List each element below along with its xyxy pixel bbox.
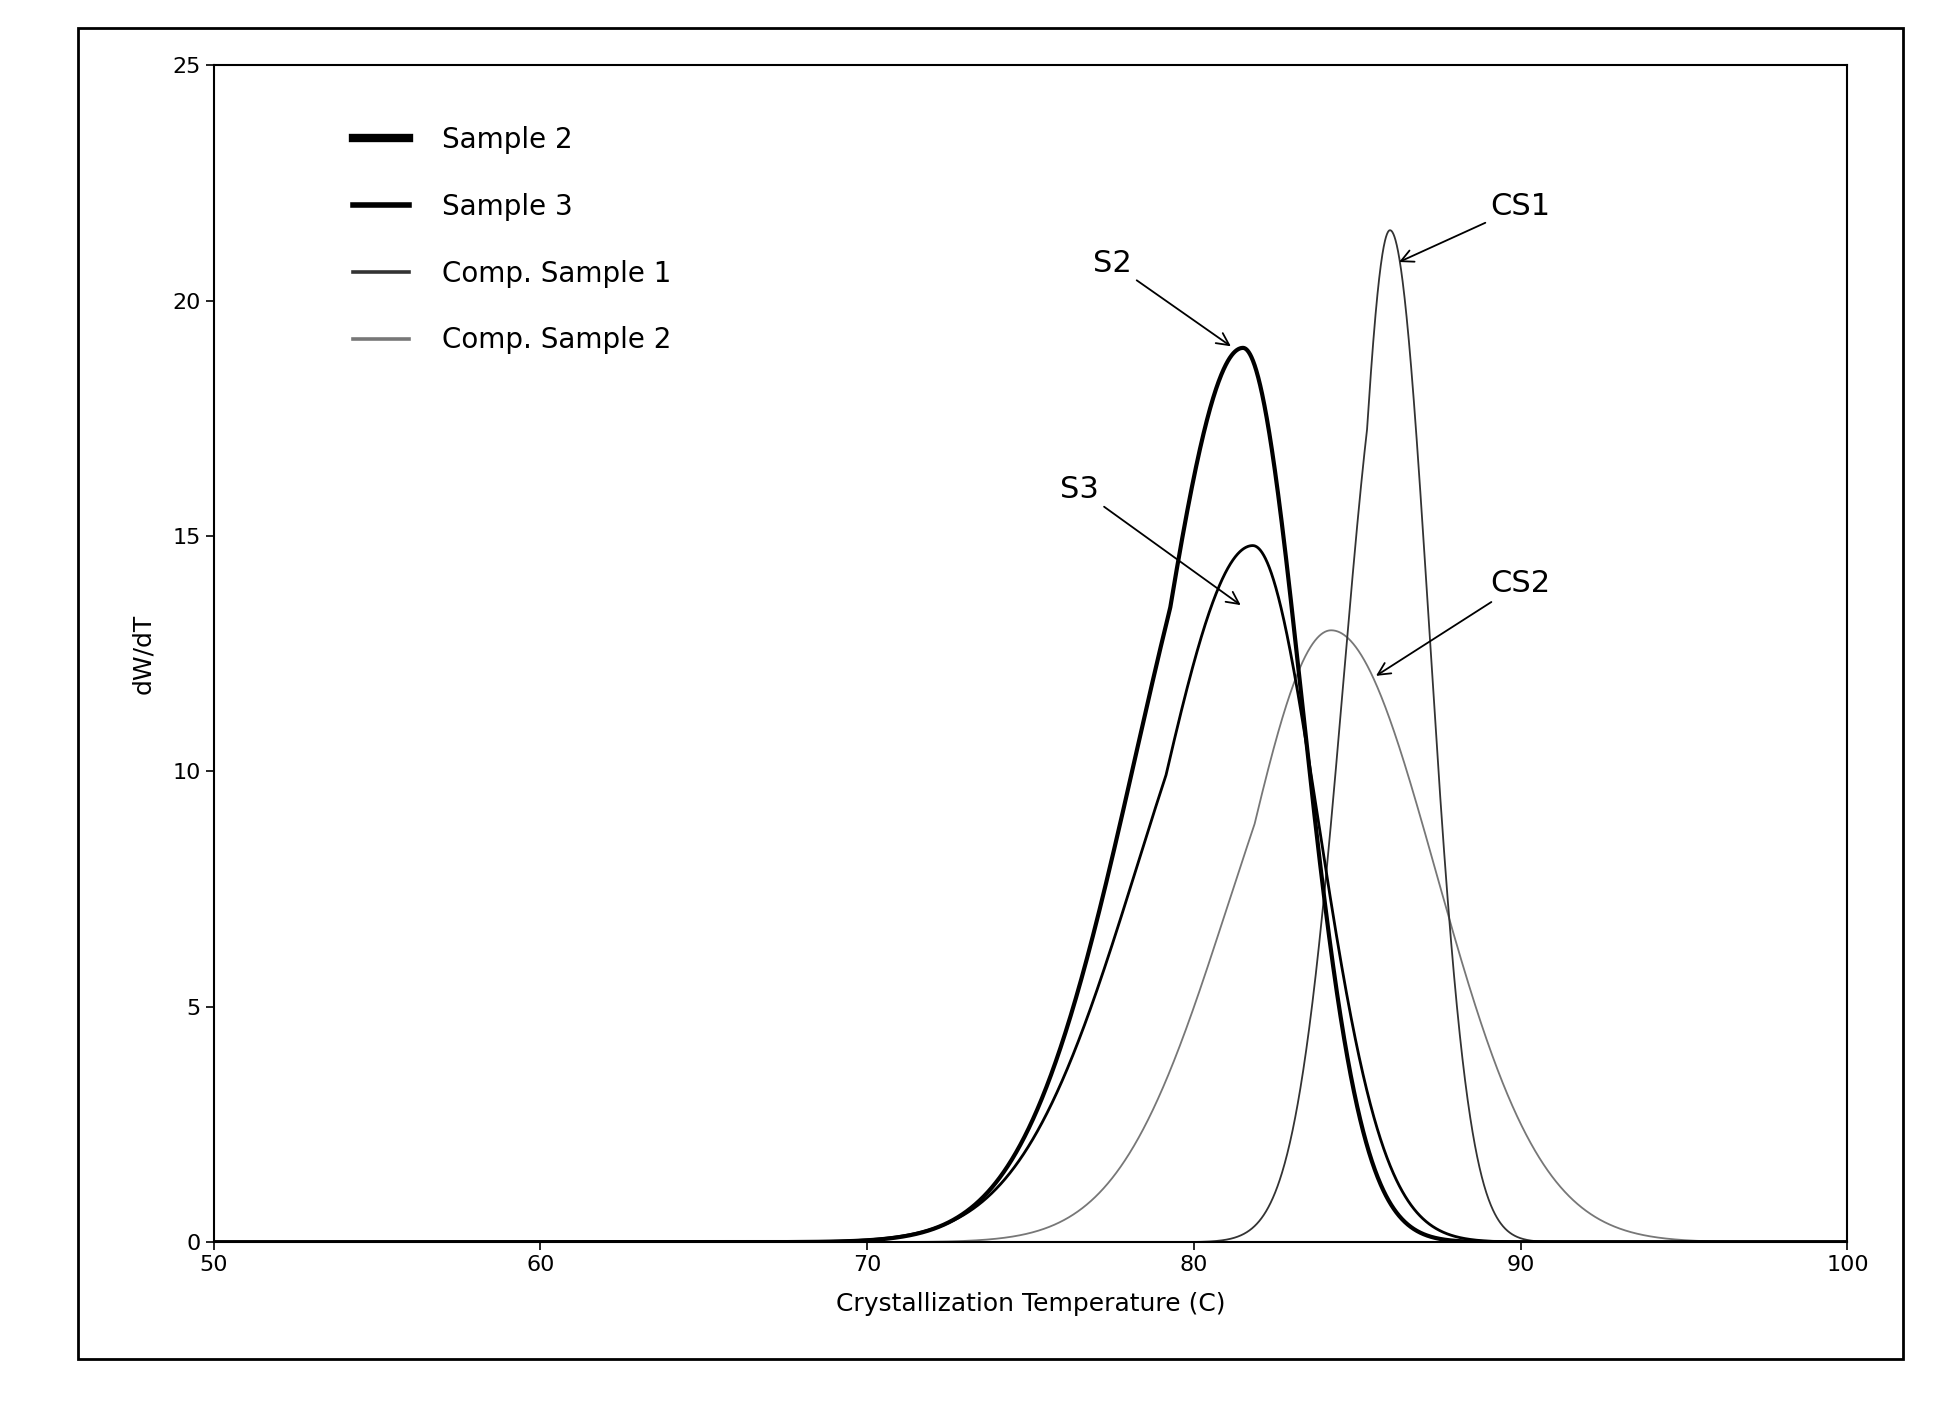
X-axis label: Crystallization Temperature (C): Crystallization Temperature (C) (835, 1291, 1225, 1315)
Y-axis label: dW/dT: dW/dT (132, 613, 155, 694)
Text: CS2: CS2 (1377, 569, 1552, 675)
Text: S3: S3 (1060, 474, 1239, 605)
Text: S2: S2 (1093, 249, 1229, 346)
Text: CS1: CS1 (1400, 193, 1552, 262)
Legend: Sample 2, Sample 3, Comp. Sample 1, Comp. Sample 2: Sample 2, Sample 3, Comp. Sample 1, Comp… (342, 115, 682, 365)
